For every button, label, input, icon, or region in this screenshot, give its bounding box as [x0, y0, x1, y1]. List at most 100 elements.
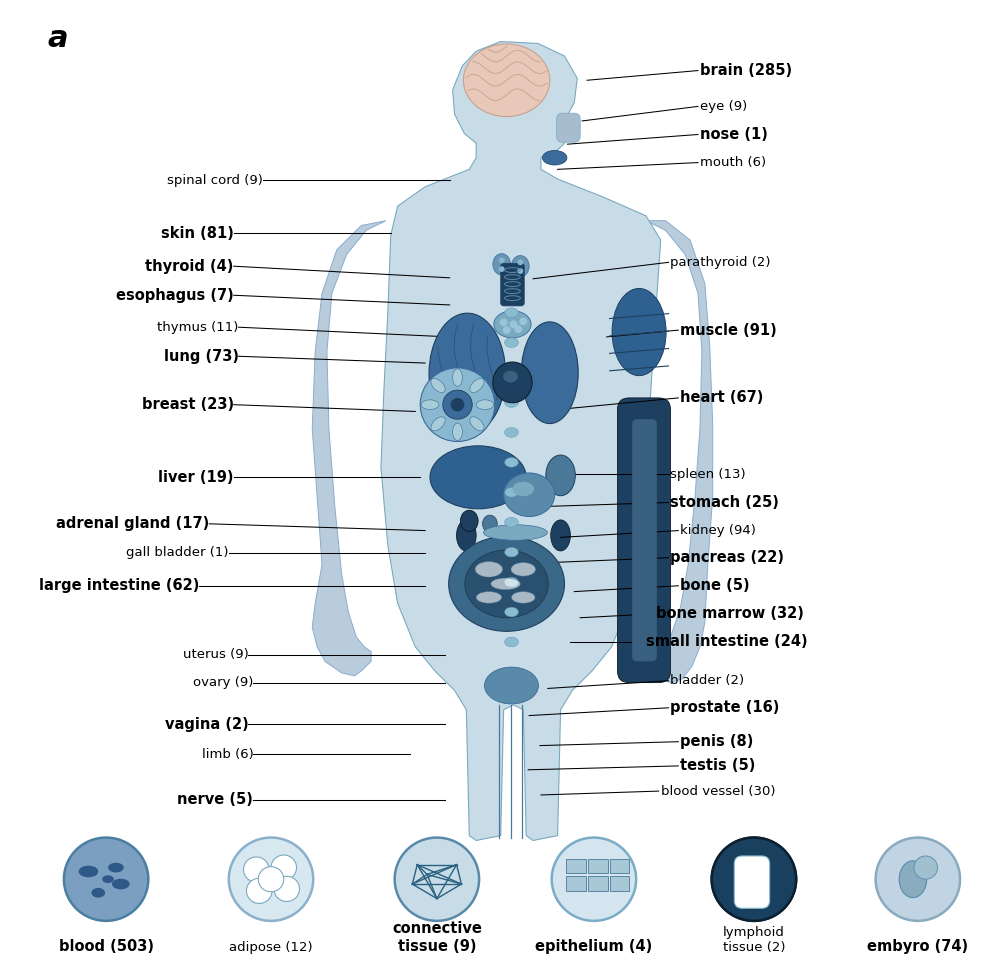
Ellipse shape [476, 591, 501, 603]
Ellipse shape [505, 368, 519, 377]
Text: lung (73): lung (73) [163, 349, 239, 363]
Ellipse shape [505, 428, 519, 437]
Circle shape [244, 857, 269, 882]
Circle shape [515, 325, 523, 333]
Text: lymphoid
tissue (2): lymphoid tissue (2) [723, 926, 785, 954]
Bar [609, 877, 629, 891]
Circle shape [518, 268, 524, 274]
Ellipse shape [475, 562, 502, 577]
Ellipse shape [431, 379, 445, 393]
Circle shape [712, 838, 797, 920]
Circle shape [498, 257, 505, 263]
Bar [609, 859, 629, 874]
Ellipse shape [112, 879, 130, 889]
Ellipse shape [504, 473, 555, 516]
Ellipse shape [505, 487, 519, 497]
Ellipse shape [456, 520, 476, 551]
FancyBboxPatch shape [734, 856, 769, 909]
Ellipse shape [505, 607, 519, 617]
Text: small intestine (24): small intestine (24) [645, 634, 808, 650]
Bar [588, 859, 607, 874]
Text: limb (6): limb (6) [201, 748, 254, 761]
Text: kidney (94): kidney (94) [681, 524, 756, 537]
Circle shape [258, 867, 284, 892]
Text: bone marrow (32): bone marrow (32) [656, 607, 804, 621]
PathPatch shape [645, 221, 713, 683]
Ellipse shape [612, 288, 666, 376]
Ellipse shape [470, 379, 484, 393]
Text: muscle (91): muscle (91) [681, 322, 777, 338]
FancyBboxPatch shape [500, 263, 525, 306]
Ellipse shape [512, 591, 535, 603]
Ellipse shape [505, 637, 519, 647]
Ellipse shape [505, 458, 519, 468]
Text: nose (1): nose (1) [700, 127, 767, 142]
Circle shape [395, 838, 479, 920]
Ellipse shape [108, 863, 124, 873]
Text: brain (285): brain (285) [700, 63, 793, 78]
Circle shape [712, 838, 797, 920]
Text: adipose (12): adipose (12) [230, 941, 313, 954]
Ellipse shape [465, 550, 548, 618]
FancyBboxPatch shape [632, 419, 657, 661]
Ellipse shape [452, 423, 462, 440]
Text: bladder (2): bladder (2) [671, 674, 744, 688]
Circle shape [247, 879, 272, 904]
Ellipse shape [483, 525, 548, 541]
Ellipse shape [449, 537, 565, 631]
Ellipse shape [512, 255, 529, 277]
Ellipse shape [522, 321, 578, 424]
Ellipse shape [504, 371, 518, 383]
Text: esophagus (7): esophagus (7) [116, 287, 234, 303]
Text: eye (9): eye (9) [700, 100, 747, 113]
Ellipse shape [430, 446, 527, 508]
Ellipse shape [431, 417, 445, 431]
Circle shape [552, 838, 636, 920]
Text: uterus (9): uterus (9) [182, 648, 249, 661]
Ellipse shape [546, 455, 575, 496]
Text: breast (23): breast (23) [142, 397, 234, 412]
Ellipse shape [505, 547, 519, 557]
Circle shape [271, 855, 296, 880]
Text: liver (19): liver (19) [158, 469, 234, 485]
Text: thymus (11): thymus (11) [157, 320, 239, 334]
Circle shape [443, 391, 472, 419]
Text: penis (8): penis (8) [681, 734, 753, 749]
Text: nerve (5): nerve (5) [177, 792, 254, 807]
Text: spinal cord (9): spinal cord (9) [167, 173, 263, 186]
Text: bone (5): bone (5) [681, 579, 750, 593]
Ellipse shape [543, 150, 567, 165]
Ellipse shape [513, 482, 534, 496]
Text: large intestine (62): large intestine (62) [39, 579, 199, 593]
Ellipse shape [505, 397, 519, 407]
Circle shape [229, 838, 313, 920]
PathPatch shape [312, 221, 386, 676]
Text: adrenal gland (17): adrenal gland (17) [56, 516, 209, 531]
Text: blood (503): blood (503) [58, 939, 154, 954]
Circle shape [450, 398, 464, 411]
Ellipse shape [484, 667, 539, 704]
Ellipse shape [92, 888, 105, 898]
Text: embyro (74): embyro (74) [867, 939, 969, 954]
Circle shape [510, 320, 518, 328]
Ellipse shape [476, 400, 493, 409]
Ellipse shape [492, 253, 511, 275]
Circle shape [502, 326, 511, 334]
Circle shape [499, 318, 508, 326]
PathPatch shape [381, 42, 661, 841]
Circle shape [63, 838, 148, 920]
Text: gall bladder (1): gall bladder (1) [126, 546, 229, 559]
Ellipse shape [511, 563, 536, 576]
Ellipse shape [505, 308, 519, 318]
Ellipse shape [102, 876, 114, 883]
Circle shape [274, 877, 299, 902]
Ellipse shape [551, 520, 570, 551]
Ellipse shape [505, 338, 519, 348]
Ellipse shape [899, 861, 926, 898]
Text: parathyroid (2): parathyroid (2) [671, 256, 771, 269]
Text: connective
tissue (9): connective tissue (9) [392, 921, 481, 954]
Text: skin (81): skin (81) [161, 226, 234, 241]
Ellipse shape [482, 515, 497, 533]
Text: thyroid (4): thyroid (4) [145, 259, 234, 274]
Ellipse shape [490, 578, 521, 589]
